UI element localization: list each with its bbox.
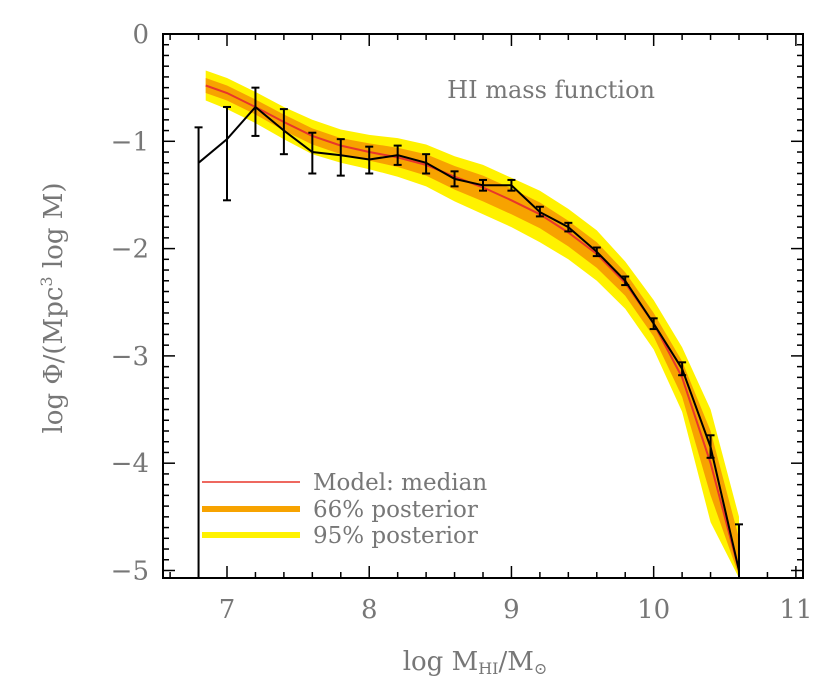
x-axis-label-sun: ⊙ [534,659,547,678]
x-axis-label-prefix: log M [403,647,479,677]
y-axis-label-prefix: log Φ/(Mpc [39,287,69,434]
legend-label: 95% posterior [313,523,478,549]
y-tick-label: −5 [111,556,149,586]
x-axis-label-mid: /M [498,647,533,677]
y-tick-label: −4 [111,449,149,479]
y-axis-label-sup: 3 [37,276,56,286]
x-tick-label: 10 [637,595,670,625]
x-tick-label: 7 [219,595,236,625]
y-axis-label-suffix: log M) [39,182,69,276]
chart-title: HI mass function [447,76,655,104]
legend-label: Model: median [313,470,487,496]
x-axis-label: log MHI/M⊙ [403,647,548,678]
legend-label: 66% posterior [313,497,478,523]
posterior-bands [205,70,739,578]
observations [194,86,743,578]
y-tick-label: −1 [111,127,149,157]
y-tick-label: −2 [111,235,149,265]
y-tick-label: −3 [111,342,149,372]
x-tick-label: 8 [361,595,378,625]
x-tick-label: 11 [779,595,812,625]
x-axis-label-sub: HI [478,659,498,678]
band-66-posterior [205,78,739,576]
y-tick-label: 0 [132,20,149,50]
y-axis-label: log Φ/(Mpc3 log M) [37,182,69,433]
observed-line [197,105,740,571]
axes: 7 8 9 10 11 0 −1 −2 −3 −4 −5 [111,20,813,625]
x-tick-label: 9 [503,595,520,625]
